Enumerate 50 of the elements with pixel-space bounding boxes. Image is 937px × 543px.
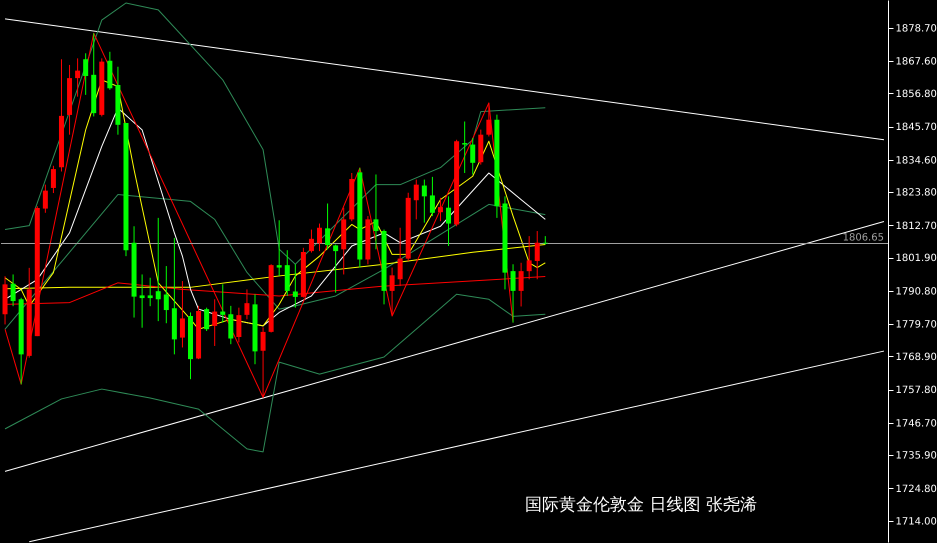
y-tick-label: 1867.60	[896, 56, 937, 68]
candlestick	[212, 298, 218, 346]
candlestick	[292, 264, 298, 308]
y-tick-label: 1834.60	[896, 155, 937, 166]
y-tick-label: 1779.70	[896, 320, 937, 331]
y-tick-label: 1801.90	[896, 253, 937, 264]
candlestick	[140, 274, 145, 328]
y-tick-label: 1724.80	[896, 484, 937, 495]
y-tick-label: 1768.90	[896, 352, 937, 363]
candlestick	[42, 184, 48, 214]
candlestick	[50, 165, 56, 194]
candlestick	[156, 217, 161, 322]
candlestick	[510, 264, 516, 324]
candlestick	[10, 274, 16, 307]
y-tick-label: 1856.80	[896, 88, 937, 100]
candlestick	[220, 284, 226, 324]
ref-line-label: 1806.65	[842, 232, 884, 244]
candlestick	[414, 179, 419, 220]
candlestick	[470, 137, 476, 175]
y-tick-label: 1757.80	[896, 385, 937, 396]
candlestick	[308, 229, 314, 254]
candlestick	[317, 223, 322, 252]
candlestick	[148, 277, 153, 307]
y-tick-label: 1823.80	[896, 188, 937, 199]
candlestick	[204, 307, 210, 332]
candlestick	[446, 196, 452, 247]
candlestick	[462, 121, 468, 174]
line-series	[4, 2, 546, 265]
candlestick	[430, 176, 435, 217]
candlestick	[276, 220, 282, 276]
y-tick-label: 1845.70	[896, 122, 937, 134]
candlestick	[236, 307, 242, 343]
y-tick-label: 1812.70	[896, 220, 937, 232]
candlestick	[373, 174, 378, 250]
candlestick	[422, 179, 427, 224]
candlestick	[438, 197, 443, 222]
candlestick	[486, 102, 492, 137]
y-tick-label: 1735.90	[896, 450, 937, 462]
candlestick	[333, 244, 338, 294]
candlestick	[83, 52, 88, 96]
y-tick-label: 1746.70	[896, 418, 937, 430]
candlestick	[164, 266, 169, 324]
line-series	[4, 294, 546, 452]
text: 国际黄金伦敦金 日线图 张尧浠	[525, 495, 757, 515]
candlestick	[325, 203, 330, 250]
line-series	[4, 194, 546, 330]
y-tick-label: 1714.00	[896, 516, 937, 528]
candlestick	[75, 58, 80, 98]
y-tick-label: 1878.70	[896, 23, 937, 34]
y-tick-label: 1790.80	[896, 286, 937, 298]
